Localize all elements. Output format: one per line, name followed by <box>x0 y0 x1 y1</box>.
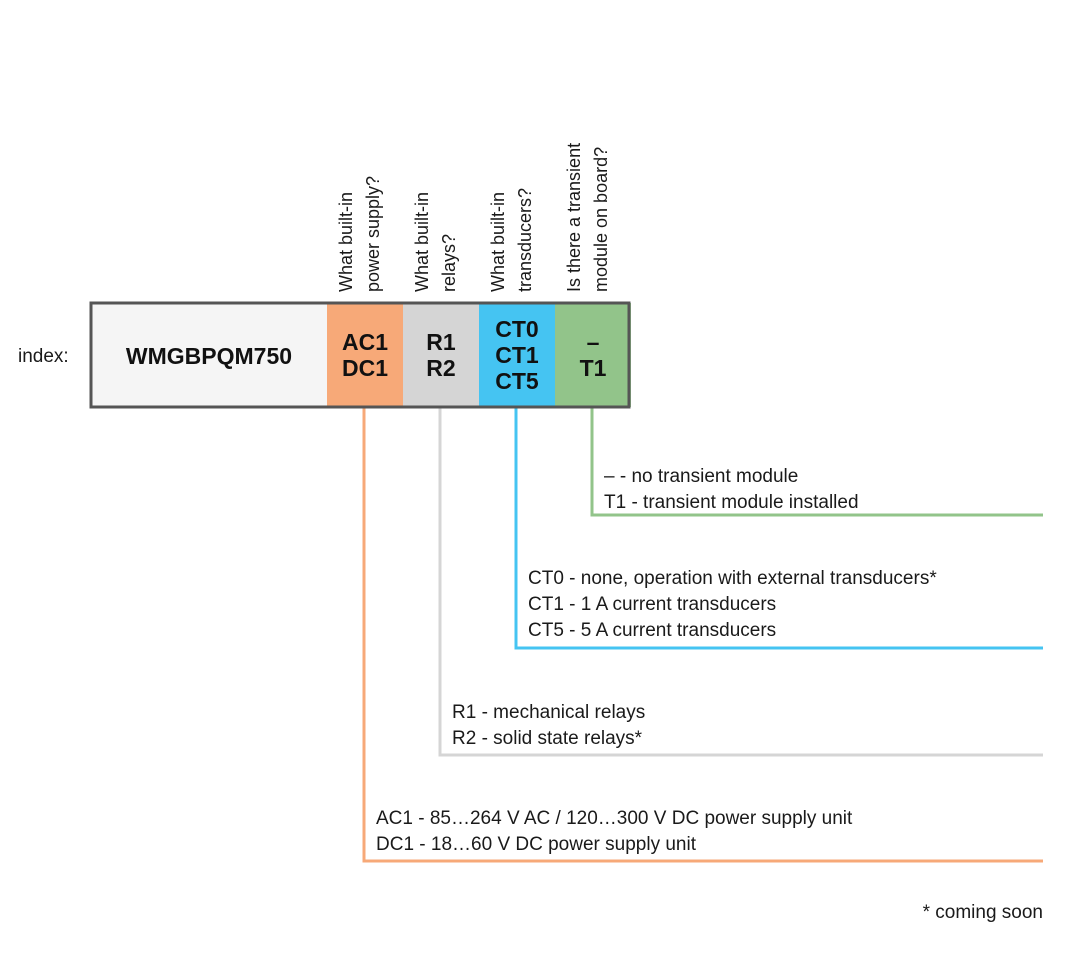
leader-line-transient <box>590 408 1043 517</box>
code-relays: R1 <box>426 329 456 355</box>
question-relays: What built-in <box>412 192 432 292</box>
code-transducers: CT0 <box>495 316 538 342</box>
question-transducers: What built-in <box>488 192 508 292</box>
description-relays: R1 - mechanical relays <box>452 702 645 723</box>
question-transducers: transducers? <box>515 188 535 292</box>
description-transient: T1 - transient module installed <box>604 492 859 513</box>
footnote: * coming soon <box>923 902 1043 923</box>
question-power: power supply? <box>363 176 383 292</box>
segment-transient <box>555 303 631 407</box>
segment-relays <box>403 303 479 407</box>
leader-line-relays <box>438 408 1043 757</box>
code-power: DC1 <box>342 355 388 381</box>
code-relays: R2 <box>426 355 455 381</box>
code-transient: – <box>587 329 600 355</box>
description-transducers: CT5 - 5 A current transducers <box>528 620 776 641</box>
index-label: index: <box>18 346 69 367</box>
question-relays: relays? <box>439 234 459 292</box>
model-code: WMGBPQM750 <box>126 343 292 369</box>
description-power: AC1 - 85…264 V AC / 120…300 V DC power s… <box>376 808 853 829</box>
code-box-border <box>89 301 631 409</box>
model-cell <box>91 303 327 407</box>
description-transient: – - no transient module <box>604 466 798 487</box>
description-power: DC1 - 18…60 V DC power supply unit <box>376 834 697 855</box>
question-transient: module on board? <box>591 147 611 292</box>
question-transient: Is there a transient <box>564 143 584 292</box>
leader-line-power <box>362 408 1043 863</box>
code-transient: T1 <box>580 355 607 381</box>
description-transducers: CT0 - none, operation with external tran… <box>528 568 937 589</box>
code-power: AC1 <box>342 329 388 355</box>
question-power: What built-in <box>336 192 356 292</box>
leader-line-transducers <box>514 408 1043 650</box>
description-transducers: CT1 - 1 A current transducers <box>528 594 776 615</box>
code-transducers: CT1 <box>495 342 539 368</box>
segment-power <box>327 303 403 407</box>
segment-transducers <box>479 303 555 407</box>
code-transducers: CT5 <box>495 368 539 394</box>
description-relays: R2 - solid state relays* <box>452 728 643 749</box>
